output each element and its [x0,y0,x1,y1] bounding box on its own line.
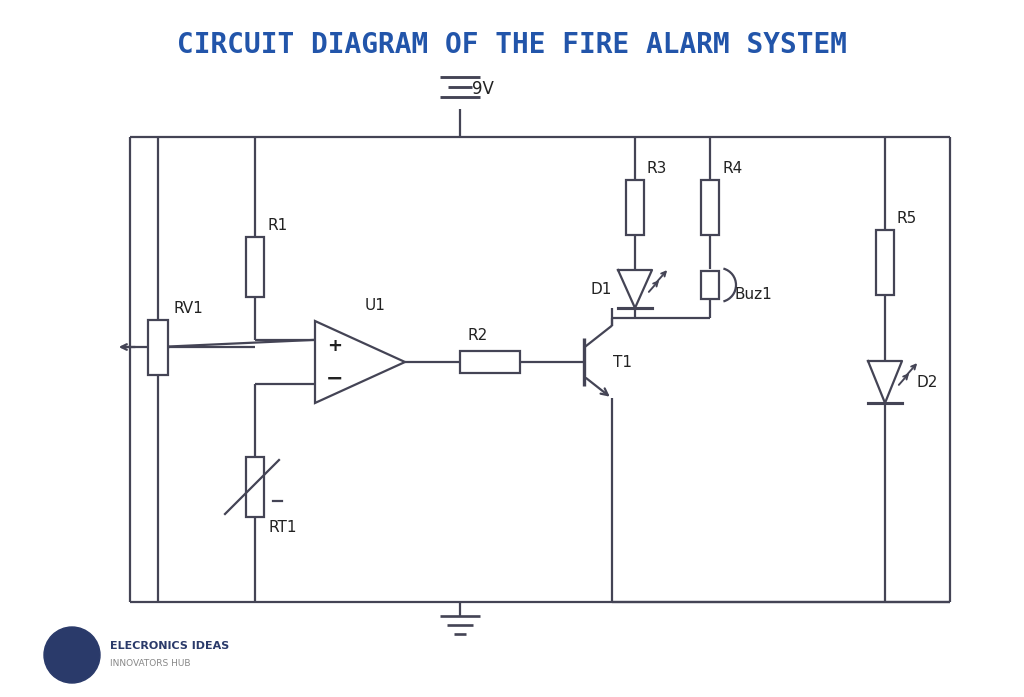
Text: +: + [328,337,342,355]
Text: Buz1: Buz1 [735,286,773,302]
Polygon shape [868,361,902,403]
Text: R1: R1 [267,218,288,233]
Bar [246,237,264,297]
Bar [148,319,168,374]
Text: R5: R5 [897,210,918,226]
Text: CIRCUIT DIAGRAM OF THE FIRE ALARM SYSTEM: CIRCUIT DIAGRAM OF THE FIRE ALARM SYSTEM [177,31,847,59]
Text: ELECRONICS IDEAS: ELECRONICS IDEAS [110,641,229,651]
Text: R2: R2 [468,328,488,343]
Polygon shape [618,270,652,308]
Text: RV1: RV1 [173,300,203,316]
Bar [626,180,644,234]
Text: D1: D1 [591,282,612,296]
Bar [876,229,894,295]
Bar [246,457,264,517]
Text: R4: R4 [722,160,742,176]
Bar [701,271,719,299]
Text: −: − [327,369,344,388]
Text: 9V: 9V [472,80,494,98]
Text: D2: D2 [918,374,938,390]
Bar [460,351,520,373]
Text: R3: R3 [647,160,668,176]
Circle shape [44,627,100,683]
Text: INNOVATORS HUB: INNOVATORS HUB [110,659,190,668]
Text: RT1: RT1 [268,520,297,535]
Text: U1: U1 [365,298,385,313]
Bar [701,180,719,234]
Text: T1: T1 [613,355,632,370]
